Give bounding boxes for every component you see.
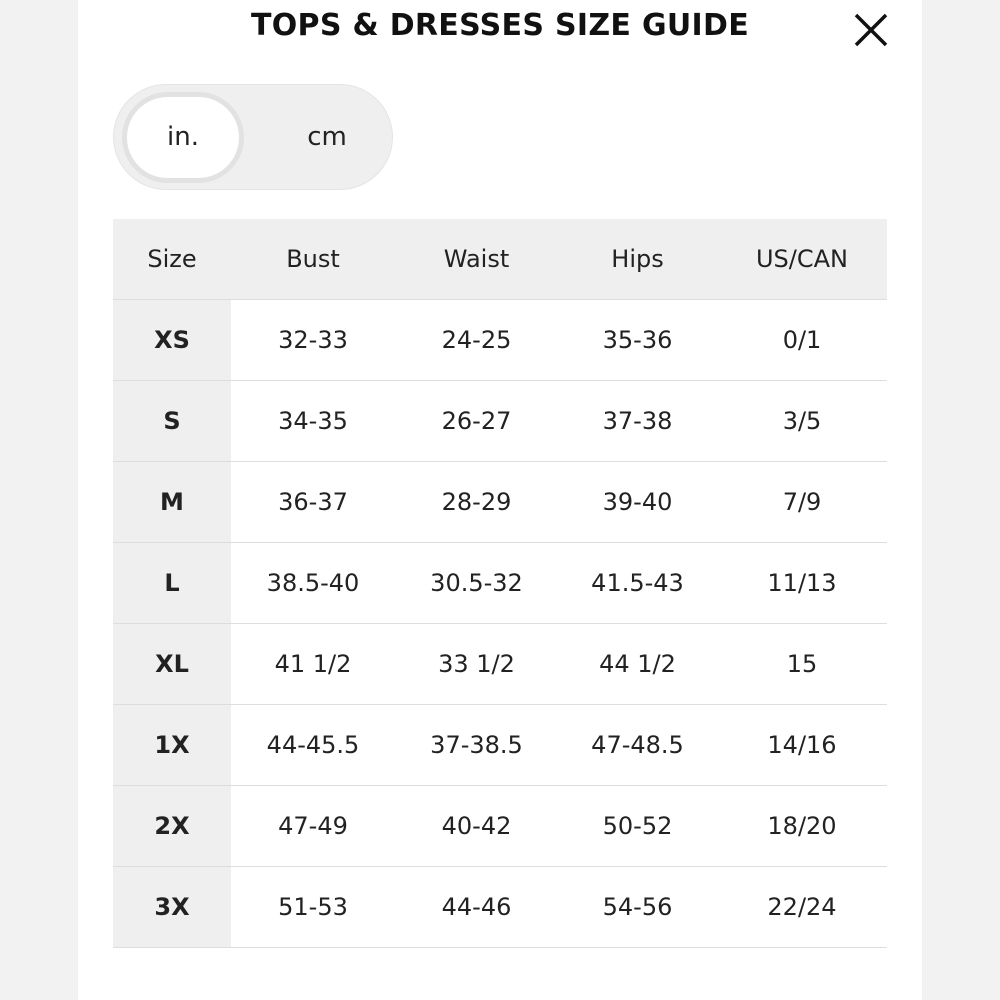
size-label: M [113, 462, 231, 542]
column-header: Bust [286, 245, 340, 273]
column-header: US/CAN [755, 245, 848, 273]
size-label: XS [113, 300, 231, 380]
table-cell: 44-45.5 [266, 731, 360, 759]
row-divider [113, 299, 887, 300]
table-cell: 24-25 [441, 326, 512, 354]
table-cell: 14/16 [767, 731, 837, 759]
table-cell: 18/20 [767, 812, 837, 840]
table-cell: 40-42 [441, 812, 512, 840]
table-cell: 22/24 [767, 893, 837, 921]
table-cell: 47-48.5 [591, 731, 684, 759]
modal-title: TOPS & DRESSES SIZE GUIDE [250, 8, 750, 43]
column-header: Waist [443, 245, 510, 273]
table-cell: 51-53 [278, 893, 348, 921]
table-cell: 41 1/2 [274, 650, 352, 678]
table-cell: 30.5-32 [430, 569, 523, 597]
table-cell: 50-52 [602, 812, 673, 840]
size-guide-modal: TOPS & DRESSES SIZE GUIDE in. cm Size Bust… [78, 0, 922, 1000]
table-header-bg [113, 219, 887, 299]
size-label: S [113, 381, 231, 461]
size-label: 1X [113, 705, 231, 785]
table-cell: 7/9 [782, 488, 822, 516]
table-cell: 54-56 [602, 893, 673, 921]
table-cell: 0/1 [782, 326, 822, 354]
unit-option[interactable]: in. [122, 92, 244, 183]
column-header: Size [147, 245, 197, 273]
table-cell: 44-46 [441, 893, 512, 921]
row-divider [113, 704, 887, 705]
table-cell: 26-27 [441, 407, 512, 435]
size-label: 3X [113, 867, 231, 947]
table-cell: 35-36 [602, 326, 673, 354]
row-divider [113, 623, 887, 624]
table-cell: 3/5 [782, 407, 822, 435]
size-label: XL [113, 624, 231, 704]
row-divider [113, 947, 887, 948]
table-cell: 41.5-43 [591, 569, 684, 597]
table-cell: 37-38 [602, 407, 673, 435]
table-cell: 38.5-40 [266, 569, 360, 597]
table-cell: 11/13 [767, 569, 837, 597]
table-cell: 28-29 [441, 488, 512, 516]
table-cell: 47-49 [278, 812, 348, 840]
row-divider [113, 380, 887, 381]
table-cell: 33 1/2 [438, 650, 515, 678]
unit-option[interactable]: cm [307, 122, 347, 152]
size-label: 2X [113, 786, 231, 866]
table-cell: 15 [786, 650, 818, 678]
table-cell: 39-40 [602, 488, 673, 516]
row-divider [113, 866, 887, 867]
table-cell: 34-35 [278, 407, 348, 435]
close-button[interactable] [853, 12, 889, 48]
table-cell: 37-38.5 [430, 731, 523, 759]
table-cell: 36-37 [278, 488, 348, 516]
table-cell: 32-33 [278, 326, 348, 354]
column-header: Hips [611, 245, 664, 273]
row-divider [113, 542, 887, 543]
row-divider [113, 461, 887, 462]
table-cell: 44 1/2 [599, 650, 676, 678]
size-label: L [113, 543, 231, 623]
row-divider [113, 785, 887, 786]
unit-toggle: in. cm [113, 84, 393, 190]
